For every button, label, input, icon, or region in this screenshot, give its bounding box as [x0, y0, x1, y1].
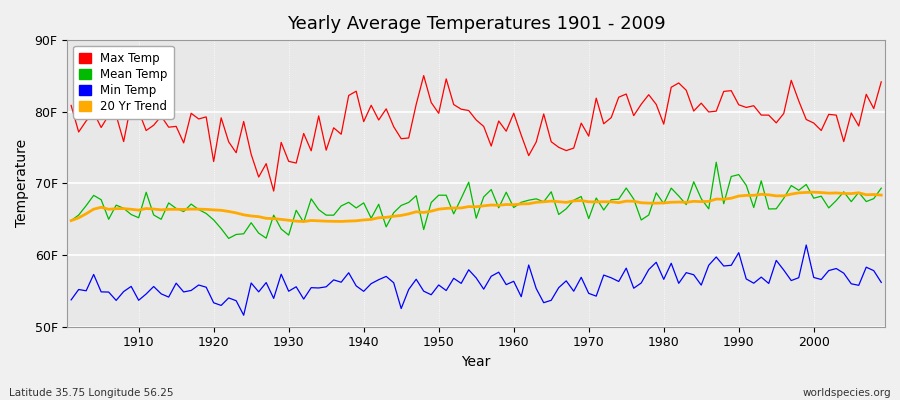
- Y-axis label: Temperature: Temperature: [15, 139, 29, 228]
- Title: Yearly Average Temperatures 1901 - 2009: Yearly Average Temperatures 1901 - 2009: [287, 15, 665, 33]
- Legend: Max Temp, Mean Temp, Min Temp, 20 Yr Trend: Max Temp, Mean Temp, Min Temp, 20 Yr Tre…: [73, 46, 174, 119]
- Text: worldspecies.org: worldspecies.org: [803, 388, 891, 398]
- X-axis label: Year: Year: [462, 355, 490, 369]
- Text: Latitude 35.75 Longitude 56.25: Latitude 35.75 Longitude 56.25: [9, 388, 174, 398]
